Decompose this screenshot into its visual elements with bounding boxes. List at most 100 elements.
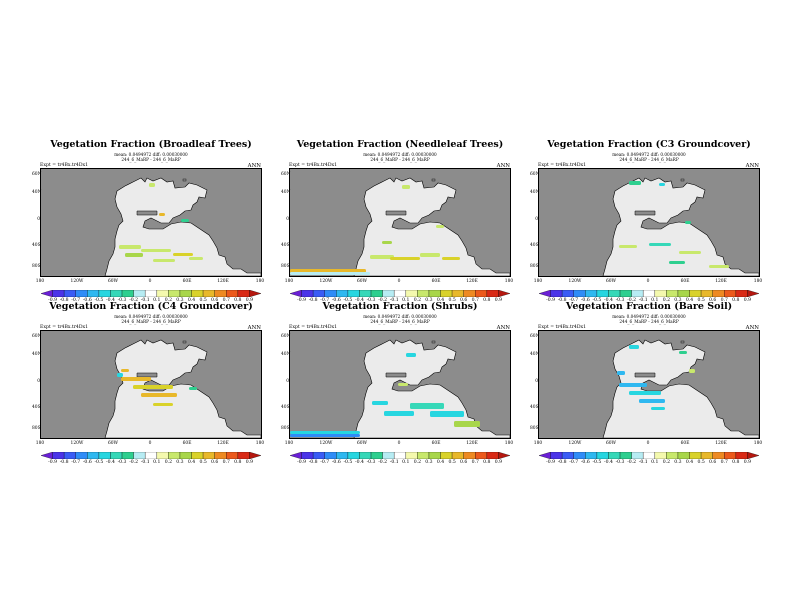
x-tick-label: 120W — [319, 441, 333, 446]
shading-patch — [679, 351, 687, 354]
colorbar-swatch — [463, 452, 476, 459]
colorbar-swatch — [562, 290, 574, 297]
colorbar-swatch — [724, 290, 736, 297]
colorbar-label: -0.3 — [117, 460, 127, 465]
colorbar-label: -0.9 — [297, 298, 307, 303]
y-tick-label: 40S — [530, 405, 539, 410]
x-tick-label: 60E — [680, 441, 690, 446]
x-tick-label: 60E — [182, 279, 192, 284]
colorbar-label: 0.7 — [720, 460, 728, 465]
x-tick-label: 60W — [356, 279, 368, 284]
panel-needleleaf-trees: Vegetation Fraction (Needleleaf Trees) me… — [281, 139, 516, 317]
colorbar-swatch — [121, 452, 134, 459]
colorbar-swatch — [301, 452, 314, 459]
shading-patch — [430, 411, 464, 417]
shading-patch — [153, 403, 173, 406]
colorbar-swatch — [324, 452, 337, 459]
shading-patch — [382, 241, 392, 244]
experiment-label: Expt = tr4Bx.tr4Dx1 — [538, 325, 587, 330]
y-tick-label: 60N — [281, 172, 291, 177]
panel-shrubs: Vegetation Fraction (Shrubs) mean: 0.0494… — [281, 301, 516, 479]
colorbar-swatch — [133, 290, 146, 297]
colorbar-label: 0.2 — [413, 460, 422, 465]
colorbar-swatch — [573, 452, 586, 459]
shading-patch — [370, 255, 394, 259]
colorbar-swatch — [440, 290, 453, 297]
colorbar-label: 0.6 — [709, 298, 717, 303]
shading-patch — [436, 225, 444, 228]
colorbar-label: -0.6 — [331, 298, 341, 303]
colorbar-swatch — [290, 290, 302, 297]
shading-patch — [181, 219, 189, 222]
colorbar-swatch — [689, 290, 702, 297]
x-tick-label: 0 — [397, 441, 401, 446]
colorbar-swatch — [359, 452, 372, 459]
stats-line: mean: 0.0494972 diff: 0.00030000 — [114, 152, 188, 157]
colorbar-label: 0.6 — [211, 298, 219, 303]
x-tick-label: 60E — [680, 279, 690, 284]
colorbar-swatch — [596, 290, 609, 297]
y-tick-label: 0 — [286, 379, 289, 384]
shading-patch — [159, 213, 165, 216]
colorbar-swatch — [405, 290, 418, 297]
shading-patch — [619, 245, 637, 248]
x-tick-label: 0 — [148, 279, 152, 284]
island — [680, 340, 685, 344]
colorbar-swatch — [405, 452, 418, 459]
map-canvas — [290, 331, 510, 438]
colorbar-swatch — [654, 452, 667, 459]
colorbar-swatch — [313, 290, 325, 297]
colorbar-label: 0.7 — [222, 460, 230, 465]
colorbar-swatch — [179, 452, 192, 459]
panel-c3-groundcover: Vegetation Fraction (C3 Groundcover) mean… — [530, 139, 765, 317]
inland-sea — [385, 372, 407, 378]
colorbar — [41, 452, 261, 459]
continent-outline — [104, 339, 261, 438]
inland-sea — [634, 372, 656, 378]
colorbar — [539, 290, 759, 297]
colorbar-swatch — [550, 452, 563, 459]
y-tick-label: 80S — [32, 426, 41, 431]
map-canvas — [539, 169, 759, 276]
colorbar-label: 0.7 — [471, 298, 479, 303]
colorbar-swatch — [370, 452, 383, 459]
colorbar-swatch — [41, 452, 53, 459]
colorbar-label: 0.3 — [176, 298, 184, 303]
x-tick-label: 120W — [70, 279, 84, 284]
colorbar-label: 0.8 — [234, 460, 242, 465]
shading-patch — [117, 373, 123, 377]
colorbar-swatch — [179, 290, 192, 297]
colorbar-swatch — [191, 290, 204, 297]
colorbar-label: -0.1 — [140, 460, 150, 465]
colorbar-label: -0.9 — [546, 298, 556, 303]
colorbar-label: -0.5 — [94, 460, 104, 465]
colorbar-swatch — [110, 452, 123, 459]
colorbar-label: 0.5 — [448, 460, 456, 465]
colorbar-swatch — [585, 290, 598, 297]
x-tick-label: 60W — [107, 279, 119, 284]
colorbar-swatch — [428, 290, 441, 297]
colorbar-label: 0.7 — [720, 298, 728, 303]
y-tick-label: 40N — [530, 190, 540, 195]
x-tick-label: 120E — [466, 279, 478, 284]
colorbar-swatch — [347, 452, 360, 459]
panel-title: Vegetation Fraction (Broadleaf Trees) — [50, 139, 252, 150]
colorbar-swatch — [619, 290, 632, 297]
colorbar-label: -0.6 — [580, 460, 590, 465]
map-plot — [538, 330, 760, 439]
y-tick-label: 40S — [281, 405, 290, 410]
colorbar-label: -0.1 — [638, 460, 648, 465]
inland-sea — [136, 372, 158, 378]
colorbar-swatch — [359, 290, 372, 297]
x-tick-label: 120W — [319, 279, 333, 284]
colorbar-labels: -0.9 -0.8 -0.7 -0.6 -0.5 -0.4 -0.3 -0.2 -0.1 0.1 0… — [41, 298, 261, 305]
colorbar-label: -0.3 — [615, 298, 625, 303]
colorbar-swatch — [237, 452, 250, 459]
x-tick-label: 120E — [466, 441, 478, 446]
x-tick-label: 0 — [148, 441, 152, 446]
colorbar-swatch — [290, 452, 302, 459]
shading-patch — [619, 383, 647, 387]
colorbar-swatch — [370, 290, 383, 297]
colorbar-swatch — [677, 290, 690, 297]
x-tick-labels: 180 120W 60W 0 60E 120E 180 — [285, 279, 513, 285]
